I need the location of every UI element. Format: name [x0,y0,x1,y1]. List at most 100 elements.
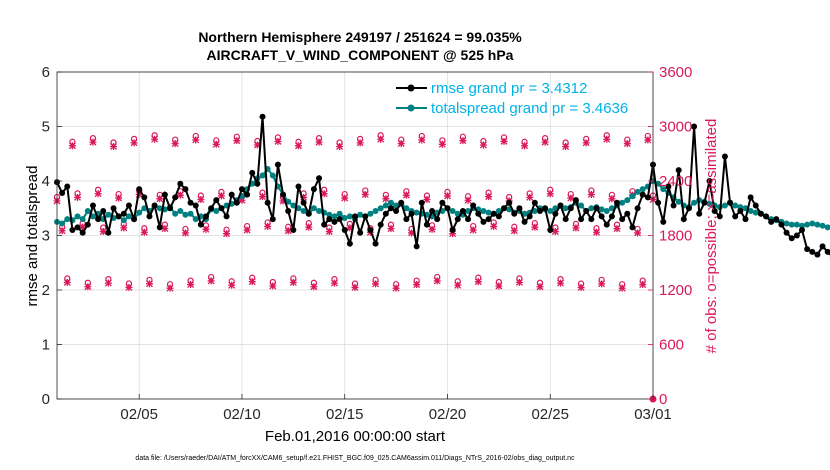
spread-point [79,216,86,223]
rmse-point [619,216,626,223]
rmse-point [300,199,307,206]
rmse-point [763,213,770,220]
rmse-point [423,221,430,228]
obs-assimilated-marker [325,228,333,236]
y-tick-left-label: 3 [42,228,50,245]
rmse-point [768,218,775,225]
spread-point [136,209,143,216]
obs-assimilated-marker [279,197,287,205]
obs-assimilated-marker [392,284,400,292]
obs-assimilated-marker [156,195,164,203]
obs-assimilated-marker [351,283,359,291]
rmse-point [562,216,569,223]
obs-assimilated-marker [587,190,595,198]
rmse-point [706,178,713,184]
obs-assimilated-marker [464,196,472,204]
rmse-point [701,199,708,206]
spread-point [74,213,81,220]
rmse-point [203,213,209,220]
rmse-point [403,216,410,223]
rmse-point [459,207,466,214]
obs-assimilated-marker [623,140,631,148]
obs-assimilated-marker [223,230,231,238]
obs-assimilated-marker [294,142,302,150]
rmse-point [536,207,543,214]
obs-assimilated-marker [79,223,87,231]
rmse-point [439,199,446,206]
obs-assimilated-marker [397,140,405,148]
rmse-point [552,210,559,217]
spread-point [382,202,389,209]
spread-point [783,220,790,227]
rmse-point [377,221,384,228]
obs-assimilated-marker [531,223,539,231]
obs-assimilated-marker [515,278,523,286]
rmse-point [454,216,461,223]
spread-point [562,205,569,212]
obs-assimilated-marker [454,281,462,289]
footer-data-file: data file: /Users/raeder/DAI/ATM_forcXX/… [135,455,575,462]
spread-point [660,186,667,193]
rmse-point [598,213,605,220]
obs-assimilated-marker [310,283,318,291]
rmse-point [290,227,297,234]
obs-assimilated-marker [495,282,503,290]
rmse-point [542,205,549,212]
rmse-point [393,207,400,214]
rmse-point [146,213,153,220]
obs-assimilated-marker [479,141,487,149]
rmse-point [213,197,220,204]
rmse-point [418,199,425,206]
rmse-point [274,161,281,168]
spread-point [120,217,127,224]
rmse-point [125,202,132,209]
spread-point [824,224,830,231]
rmse-point [367,227,374,234]
y-tick-right-label: 1200 [659,282,692,299]
spread-point [64,216,71,223]
obs-assimilated-marker [217,192,225,200]
obs-assimilated-marker [551,228,559,236]
rmse-point [89,202,96,209]
rmse-point [675,167,682,174]
obs-assimilated-marker [438,140,446,148]
rmse-point [84,221,91,228]
rmse-point [475,210,482,217]
rmse-point [583,207,590,214]
obs-assimilated-marker [536,283,544,291]
rmse-point [120,210,127,217]
obs-assimilated-marker [361,190,369,198]
rmse-point [799,227,805,234]
y-tick-left-label: 6 [42,64,50,81]
obs-assimilated-marker [459,137,467,145]
obs-assimilated-marker [639,281,647,289]
obs-assimilated-marker [99,228,107,236]
rmse-point [521,218,528,225]
rmse-point [757,210,764,217]
y-tick-left-label: 4 [42,173,50,190]
spread-point [603,207,610,214]
rmse-point [778,221,785,228]
rmse-point [634,205,641,212]
spread-point [105,211,112,218]
spread-point [629,193,636,200]
obs-assimilated-marker [243,226,251,234]
obs-assimilated-marker [330,279,338,287]
rmse-point [131,216,138,223]
obs-assimilated-marker [140,228,148,236]
y-axis-left-label: rmse and totalspread [24,166,41,307]
rmse-point [624,210,631,217]
obs-assimilated-marker [572,224,580,232]
obs-assimilated-marker [469,226,477,234]
rmse-point [737,207,744,214]
spread-point [156,205,163,212]
rmse-point [244,191,251,198]
spread-point [691,199,698,206]
rmse-point [614,199,621,206]
spread-point [336,210,343,217]
obs-assimilated-marker [408,229,416,237]
obs-assimilated-marker [125,283,133,291]
rmse-point [501,205,507,212]
spread-point [578,202,585,209]
spread-point [346,213,353,220]
